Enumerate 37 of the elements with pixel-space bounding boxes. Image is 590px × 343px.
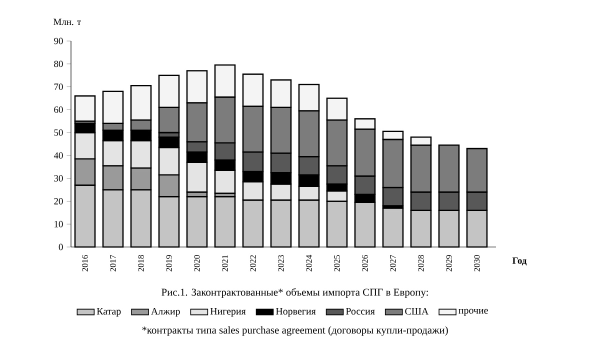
legend-label: Катар: [96, 308, 121, 317]
x-tick-label: 2020: [194, 255, 200, 272]
y-tick-label: 30: [54, 175, 63, 182]
legend-label: Алжир: [151, 308, 180, 317]
y-tick-label: 90: [54, 38, 63, 44]
x-tick-label: 2018: [138, 255, 144, 272]
bar: [74, 95, 96, 122]
y-tick-label: 20: [54, 198, 63, 204]
x-tick-label: 2026: [362, 255, 368, 272]
x-tick-label: 2025: [334, 255, 340, 272]
x-tick-label: 2023: [278, 255, 284, 272]
y-tick-label: 80: [54, 60, 63, 68]
legend-label: США: [405, 308, 429, 315]
legend-label: Нигерия: [210, 308, 246, 317]
text: Рис.1. Законтрактованные* объемы импорта СПГ в Европу:: [162, 288, 428, 298]
x-tick-label: 2016: [82, 255, 88, 272]
x-tick-label: 2028: [418, 255, 424, 272]
x-tick-label: 2022: [250, 255, 256, 272]
x-tick-label: 2030: [474, 255, 480, 272]
y-tick-label: 0: [58, 244, 63, 250]
legend-label: прочие: [458, 308, 488, 316]
legend-label: Норвегия: [276, 308, 316, 317]
x-tick-label: 2027: [390, 255, 396, 272]
y-axis-title: Млн. т: [54, 18, 81, 26]
x-tick-label: 2017: [110, 255, 116, 272]
y-tick-label: 40: [54, 152, 63, 159]
x-tick-label: 2024: [306, 254, 312, 272]
y-tick-label: 60: [54, 106, 63, 113]
y-tick-label: 10: [54, 220, 63, 228]
y-tick-label: 70: [54, 84, 63, 90]
x-axis-title: Год: [512, 257, 527, 266]
text: *контракты типа sales purchase agreement (договоры купли-продажи): [142, 326, 448, 336]
x-tick-label: 2029: [446, 255, 452, 272]
legend-label: Россия: [346, 308, 375, 315]
x-tick-label: 2021: [222, 255, 228, 272]
x-tick-label: 2019: [166, 255, 172, 272]
y-tick-label: 50: [54, 129, 63, 136]
